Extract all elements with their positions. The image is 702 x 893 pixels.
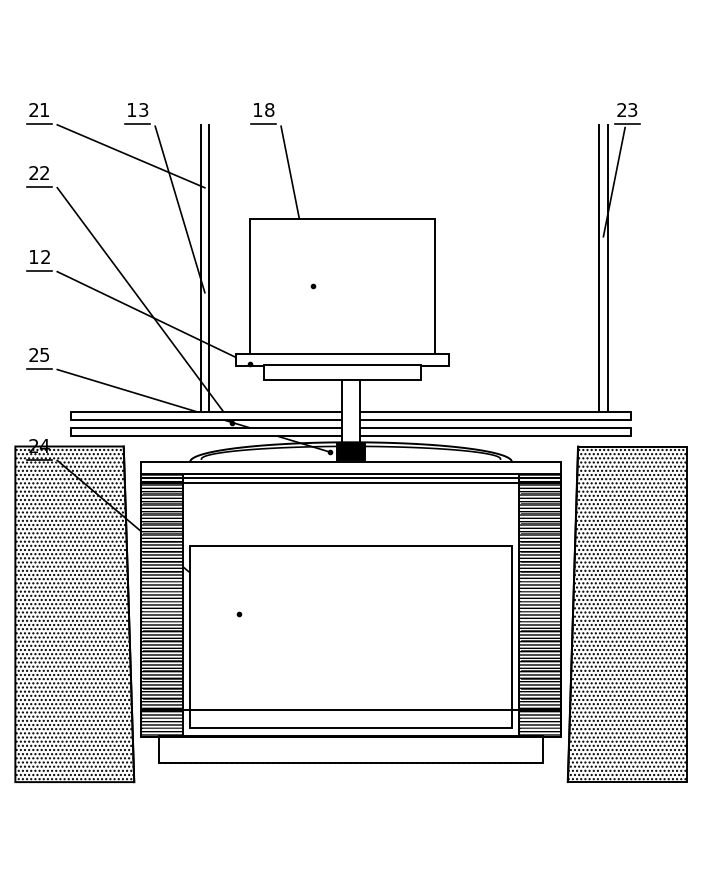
- Bar: [190, 546, 512, 728]
- Polygon shape: [568, 446, 687, 782]
- Bar: [343, 380, 359, 445]
- Bar: [236, 354, 449, 366]
- Bar: [337, 445, 365, 460]
- Text: 25: 25: [28, 347, 52, 366]
- Text: 21: 21: [28, 103, 52, 121]
- Bar: [250, 220, 435, 355]
- Text: 18: 18: [252, 103, 275, 121]
- Bar: [159, 736, 543, 763]
- Polygon shape: [15, 446, 134, 782]
- Bar: [141, 474, 561, 737]
- Bar: [72, 428, 630, 436]
- Bar: [141, 474, 183, 737]
- Bar: [263, 364, 421, 380]
- Text: 24: 24: [28, 438, 52, 457]
- Text: 23: 23: [616, 103, 639, 121]
- Bar: [72, 412, 630, 420]
- Text: 12: 12: [28, 249, 52, 268]
- Text: 22: 22: [28, 165, 52, 184]
- Text: 13: 13: [126, 103, 150, 121]
- Bar: [519, 474, 561, 737]
- Bar: [141, 462, 561, 474]
